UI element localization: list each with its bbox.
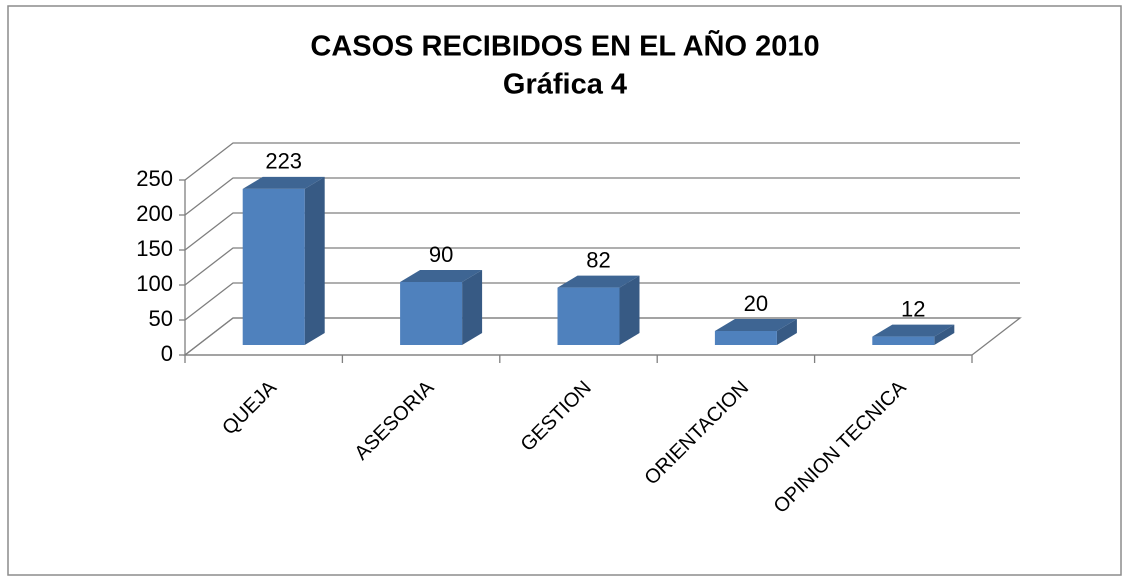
bar-side (776, 319, 797, 345)
data-label: 12 (901, 296, 925, 321)
data-label: 20 (744, 291, 768, 316)
y-tick-label: 200 (136, 201, 173, 226)
data-label: 90 (429, 242, 453, 267)
grid-line (184, 317, 1020, 356)
grid-line (184, 212, 1020, 251)
bar (400, 282, 463, 345)
data-label: 82 (586, 247, 610, 272)
chart-title: CASOS RECIBIDOS EN EL AÑO 2010 (310, 29, 819, 63)
y-tick-label: 250 (136, 166, 173, 191)
bar-side (619, 275, 640, 345)
bar-side (304, 176, 325, 345)
grid-line (184, 142, 1020, 181)
bar-top (714, 319, 797, 331)
y-tick-label: 100 (136, 271, 173, 296)
chart-subtitle: Gráfica 4 (503, 69, 627, 101)
bar-top (400, 270, 483, 282)
grid-line (184, 177, 1020, 216)
bar-top (872, 324, 955, 337)
grid-line (184, 282, 1020, 321)
bar (872, 336, 935, 345)
y-tick-label: 50 (149, 306, 173, 331)
bar (557, 287, 620, 345)
bar (242, 188, 305, 345)
bar-side (934, 324, 955, 345)
data-label: 223 (265, 149, 302, 174)
bar (714, 331, 777, 345)
y-tick-label: 150 (136, 236, 173, 261)
bar-side (462, 270, 483, 345)
bar-top (557, 275, 640, 288)
y-tick-label: 0 (161, 341, 173, 366)
bar-top (242, 176, 325, 189)
grid-line (184, 247, 1020, 286)
